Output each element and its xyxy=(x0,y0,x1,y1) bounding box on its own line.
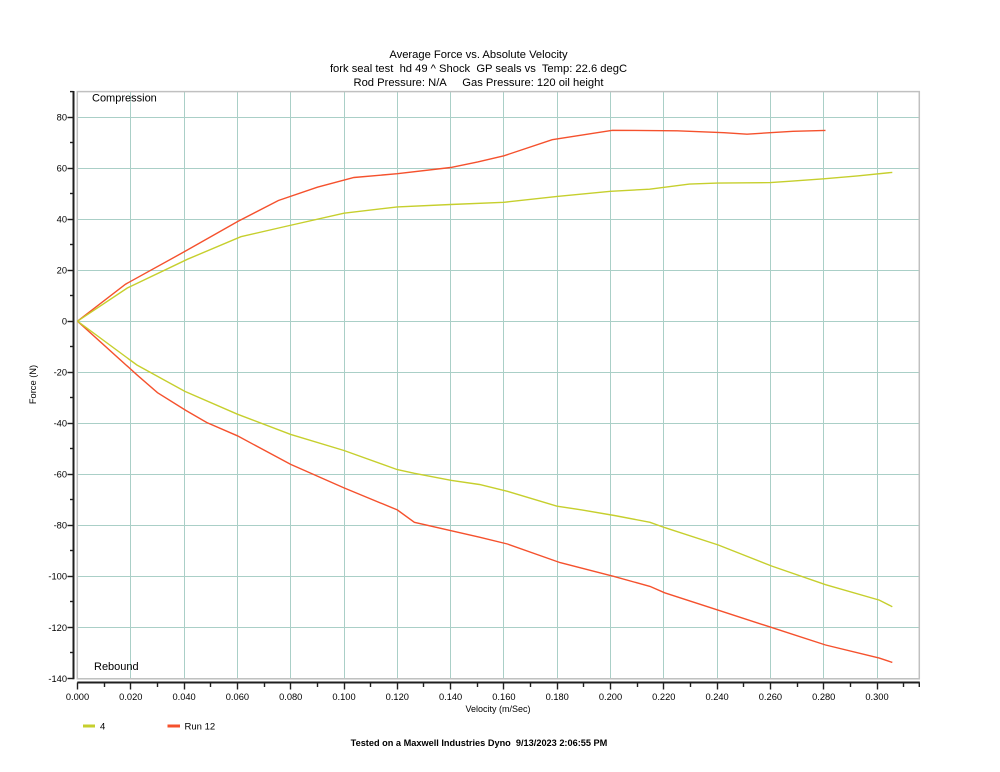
svg-text:0.300: 0.300 xyxy=(865,692,888,702)
svg-text:0.060: 0.060 xyxy=(226,692,249,702)
svg-text:-40: -40 xyxy=(54,419,67,429)
svg-text:0.120: 0.120 xyxy=(386,692,409,702)
svg-text:Rod Pressure: N/A Gas Pres: Rod Pressure: N/A Gas Pressure: 120 oil … xyxy=(354,77,605,89)
svg-text:Tested on a Maxwell Industries: Tested on a Maxwell Industries Dyno 9/13… xyxy=(351,738,608,748)
svg-text:Average Force vs. Absolute Vel: Average Force vs. Absolute Velocity xyxy=(389,49,568,61)
svg-text:-60: -60 xyxy=(54,470,67,480)
svg-text:0.140: 0.140 xyxy=(439,692,462,702)
svg-text:0.180: 0.180 xyxy=(546,692,569,702)
svg-text:40: 40 xyxy=(57,214,67,224)
svg-text:-20: -20 xyxy=(54,368,67,378)
svg-text:20: 20 xyxy=(57,266,67,276)
svg-text:0.260: 0.260 xyxy=(759,692,782,702)
svg-text:0.020: 0.020 xyxy=(119,692,142,702)
svg-text:-100: -100 xyxy=(48,572,67,582)
svg-text:80: 80 xyxy=(57,112,67,122)
svg-text:0.040: 0.040 xyxy=(172,692,195,702)
svg-text:-120: -120 xyxy=(48,623,67,633)
svg-text:0.160: 0.160 xyxy=(492,692,515,702)
svg-text:60: 60 xyxy=(57,163,67,173)
svg-text:0.200: 0.200 xyxy=(599,692,622,702)
svg-text:-80: -80 xyxy=(54,521,67,531)
svg-text:Force (N): Force (N) xyxy=(28,365,38,404)
svg-text:Velocity (m/Sec): Velocity (m/Sec) xyxy=(465,704,530,714)
svg-text:-140: -140 xyxy=(48,674,67,684)
svg-text:0.000: 0.000 xyxy=(66,692,89,702)
svg-text:0.100: 0.100 xyxy=(332,692,355,702)
svg-text:fork seal test hd 49 ^ Shock: fork seal test hd 49 ^ Shock GP seals vs… xyxy=(330,63,627,75)
svg-text:Rebound: Rebound xyxy=(94,661,139,673)
svg-text:Compression: Compression xyxy=(92,93,157,105)
svg-text:0.240: 0.240 xyxy=(705,692,728,702)
svg-text:Run 12: Run 12 xyxy=(185,722,216,733)
svg-text:0.080: 0.080 xyxy=(279,692,302,702)
svg-text:0.280: 0.280 xyxy=(812,692,835,702)
svg-text:0: 0 xyxy=(62,317,67,327)
svg-text:4: 4 xyxy=(100,722,105,733)
svg-text:0.220: 0.220 xyxy=(652,692,675,702)
